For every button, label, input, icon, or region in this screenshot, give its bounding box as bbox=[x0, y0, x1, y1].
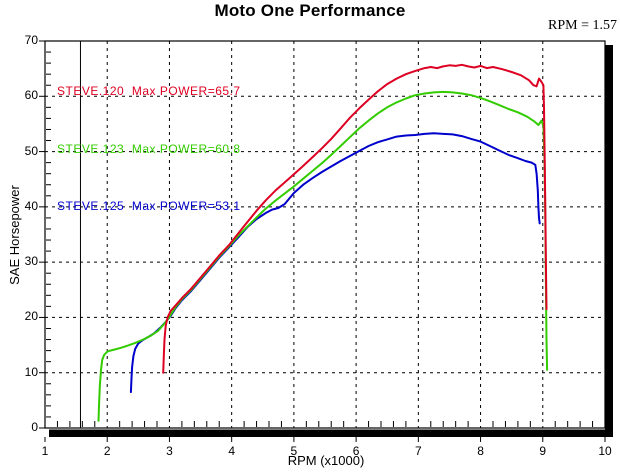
legend: STEVE.120 Max POWER=65.7 STEVE.123 Max P… bbox=[57, 45, 241, 254]
power-curve-steve123[interactable] bbox=[97, 90, 549, 422]
x-tick-label: 5 bbox=[290, 444, 298, 458]
chart-title: Moto One Performance bbox=[214, 1, 406, 20]
y-tick-label: 50 bbox=[24, 143, 38, 158]
power-curve-steve120[interactable] bbox=[162, 63, 548, 374]
x-tick-label: 6 bbox=[352, 444, 360, 458]
y-tick-label: 60 bbox=[24, 88, 38, 103]
x-tick-label: 8 bbox=[477, 444, 484, 458]
x-axis-label: RPM (x1000) bbox=[287, 453, 365, 468]
legend-entry-steve123: STEVE.123 Max POWER=60.8 bbox=[57, 141, 241, 156]
y-tick-label: 70 bbox=[24, 33, 38, 47]
y-axis-label: SAE Horsepower bbox=[7, 185, 22, 285]
y-axis-bar bbox=[605, 45, 613, 437]
x-tick-label: 10 bbox=[598, 444, 612, 458]
y-tick-label: 40 bbox=[24, 198, 38, 213]
x-tick-label: 3 bbox=[166, 444, 173, 458]
x-tick-label: 2 bbox=[103, 444, 111, 458]
legend-entry-steve120: STEVE.120 Max POWER=65.7 bbox=[57, 84, 241, 98]
y-tick-label: 20 bbox=[24, 309, 38, 324]
legend-entry-steve125: STEVE.125 Max POWER=53.1 bbox=[57, 199, 241, 213]
rpm-cursor-readout: RPM = 1.57 bbox=[548, 18, 617, 33]
x-tick-label: 1 bbox=[41, 444, 49, 458]
x-tick-label: 7 bbox=[414, 444, 422, 458]
x-axis-bar bbox=[49, 429, 613, 437]
y-tick-label: 0 bbox=[31, 420, 38, 434]
y-tick-label: 30 bbox=[24, 254, 38, 269]
y-tick-label: 10 bbox=[24, 364, 38, 379]
x-tick-label: 4 bbox=[228, 444, 235, 458]
x-tick-label: 9 bbox=[539, 444, 547, 458]
